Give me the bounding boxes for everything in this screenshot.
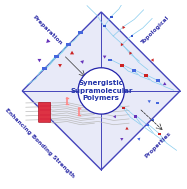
Polygon shape — [129, 52, 132, 55]
Polygon shape — [121, 43, 124, 46]
Text: Synergistic
Supramolecular
Polymers: Synergistic Supramolecular Polymers — [70, 81, 132, 101]
FancyBboxPatch shape — [79, 31, 83, 34]
FancyBboxPatch shape — [151, 119, 154, 121]
Polygon shape — [58, 64, 62, 67]
FancyBboxPatch shape — [122, 107, 125, 109]
FancyBboxPatch shape — [144, 74, 148, 77]
FancyBboxPatch shape — [131, 35, 134, 37]
FancyBboxPatch shape — [110, 98, 113, 101]
FancyBboxPatch shape — [103, 25, 106, 27]
Text: Preparation: Preparation — [31, 14, 63, 46]
FancyBboxPatch shape — [146, 124, 149, 126]
Polygon shape — [151, 58, 154, 62]
Polygon shape — [80, 60, 84, 64]
FancyBboxPatch shape — [54, 55, 59, 58]
Polygon shape — [120, 138, 123, 141]
Polygon shape — [46, 39, 50, 43]
Text: Topological: Topological — [140, 15, 170, 45]
Polygon shape — [122, 26, 125, 29]
Polygon shape — [163, 82, 166, 85]
Text: Properties: Properties — [144, 131, 172, 159]
Polygon shape — [70, 51, 74, 54]
FancyBboxPatch shape — [39, 102, 51, 122]
Polygon shape — [22, 12, 180, 170]
Circle shape — [78, 68, 124, 114]
FancyBboxPatch shape — [156, 102, 159, 104]
FancyBboxPatch shape — [42, 67, 47, 70]
FancyBboxPatch shape — [156, 79, 160, 82]
Polygon shape — [137, 138, 140, 141]
FancyBboxPatch shape — [134, 115, 137, 118]
Text: Enhancing Bonding Strength: Enhancing Bonding Strength — [4, 108, 75, 179]
FancyBboxPatch shape — [120, 64, 124, 67]
Polygon shape — [113, 115, 116, 118]
FancyBboxPatch shape — [158, 133, 161, 135]
FancyBboxPatch shape — [66, 43, 71, 46]
FancyBboxPatch shape — [108, 59, 112, 61]
Polygon shape — [148, 100, 151, 103]
Polygon shape — [125, 127, 129, 130]
FancyBboxPatch shape — [132, 69, 136, 72]
Polygon shape — [103, 56, 106, 59]
FancyBboxPatch shape — [110, 16, 113, 18]
Polygon shape — [38, 59, 41, 62]
